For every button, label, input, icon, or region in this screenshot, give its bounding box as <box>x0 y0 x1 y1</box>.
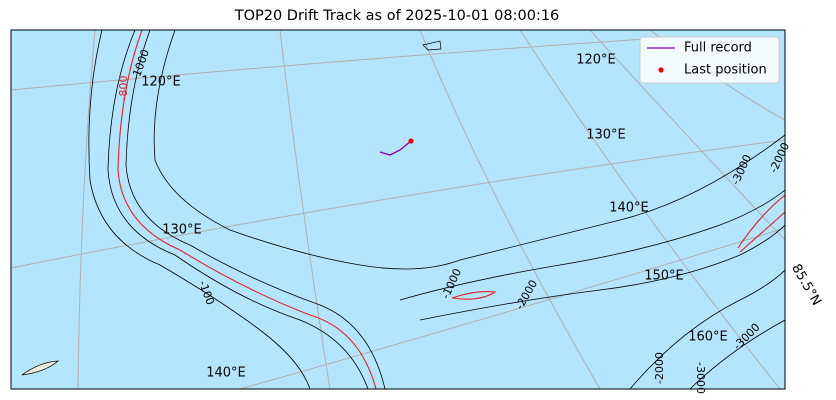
contour-label: -3000 <box>694 362 707 394</box>
contour <box>737 194 785 253</box>
contour-label: -800 <box>117 76 130 101</box>
graticule <box>11 139 785 269</box>
legend-dot <box>658 67 664 73</box>
graticule <box>279 30 331 389</box>
contour <box>419 224 785 321</box>
contour <box>399 189 785 301</box>
latitude-label: 85.5°N <box>788 262 824 309</box>
meridian-label: 120°E <box>141 75 181 90</box>
contour <box>153 30 785 270</box>
meridian-label: 140°E <box>609 201 649 216</box>
contour <box>117 30 377 389</box>
graticule <box>519 30 781 389</box>
legend-label: Full record <box>684 41 752 56</box>
contour <box>125 30 386 389</box>
graticule <box>239 227 785 389</box>
ocean <box>11 30 785 389</box>
contour <box>451 291 497 300</box>
map-title: TOP20 Drift Track as of 2025-10-01 08:00… <box>234 8 560 24</box>
contour <box>107 30 369 389</box>
graticule <box>419 30 601 389</box>
meridian-label: 160°E <box>688 330 728 345</box>
meridian-label: 150°E <box>644 269 684 284</box>
graticule <box>77 30 96 389</box>
island <box>422 40 442 51</box>
island <box>21 360 60 376</box>
map-frame <box>10 29 786 390</box>
meridian-label: 140°E <box>206 366 246 381</box>
contour-label: -2000 <box>653 352 666 384</box>
contour <box>629 269 785 389</box>
graticule <box>11 37 661 91</box>
meridian-label: 120°E <box>576 53 616 68</box>
meridian-label: 130°E <box>162 223 202 238</box>
meridian-label: 130°E <box>586 128 626 143</box>
last-position <box>408 138 414 144</box>
drift-track <box>379 140 412 156</box>
contour <box>88 30 311 389</box>
legend-label: Last position <box>684 63 767 78</box>
contour <box>689 319 785 389</box>
